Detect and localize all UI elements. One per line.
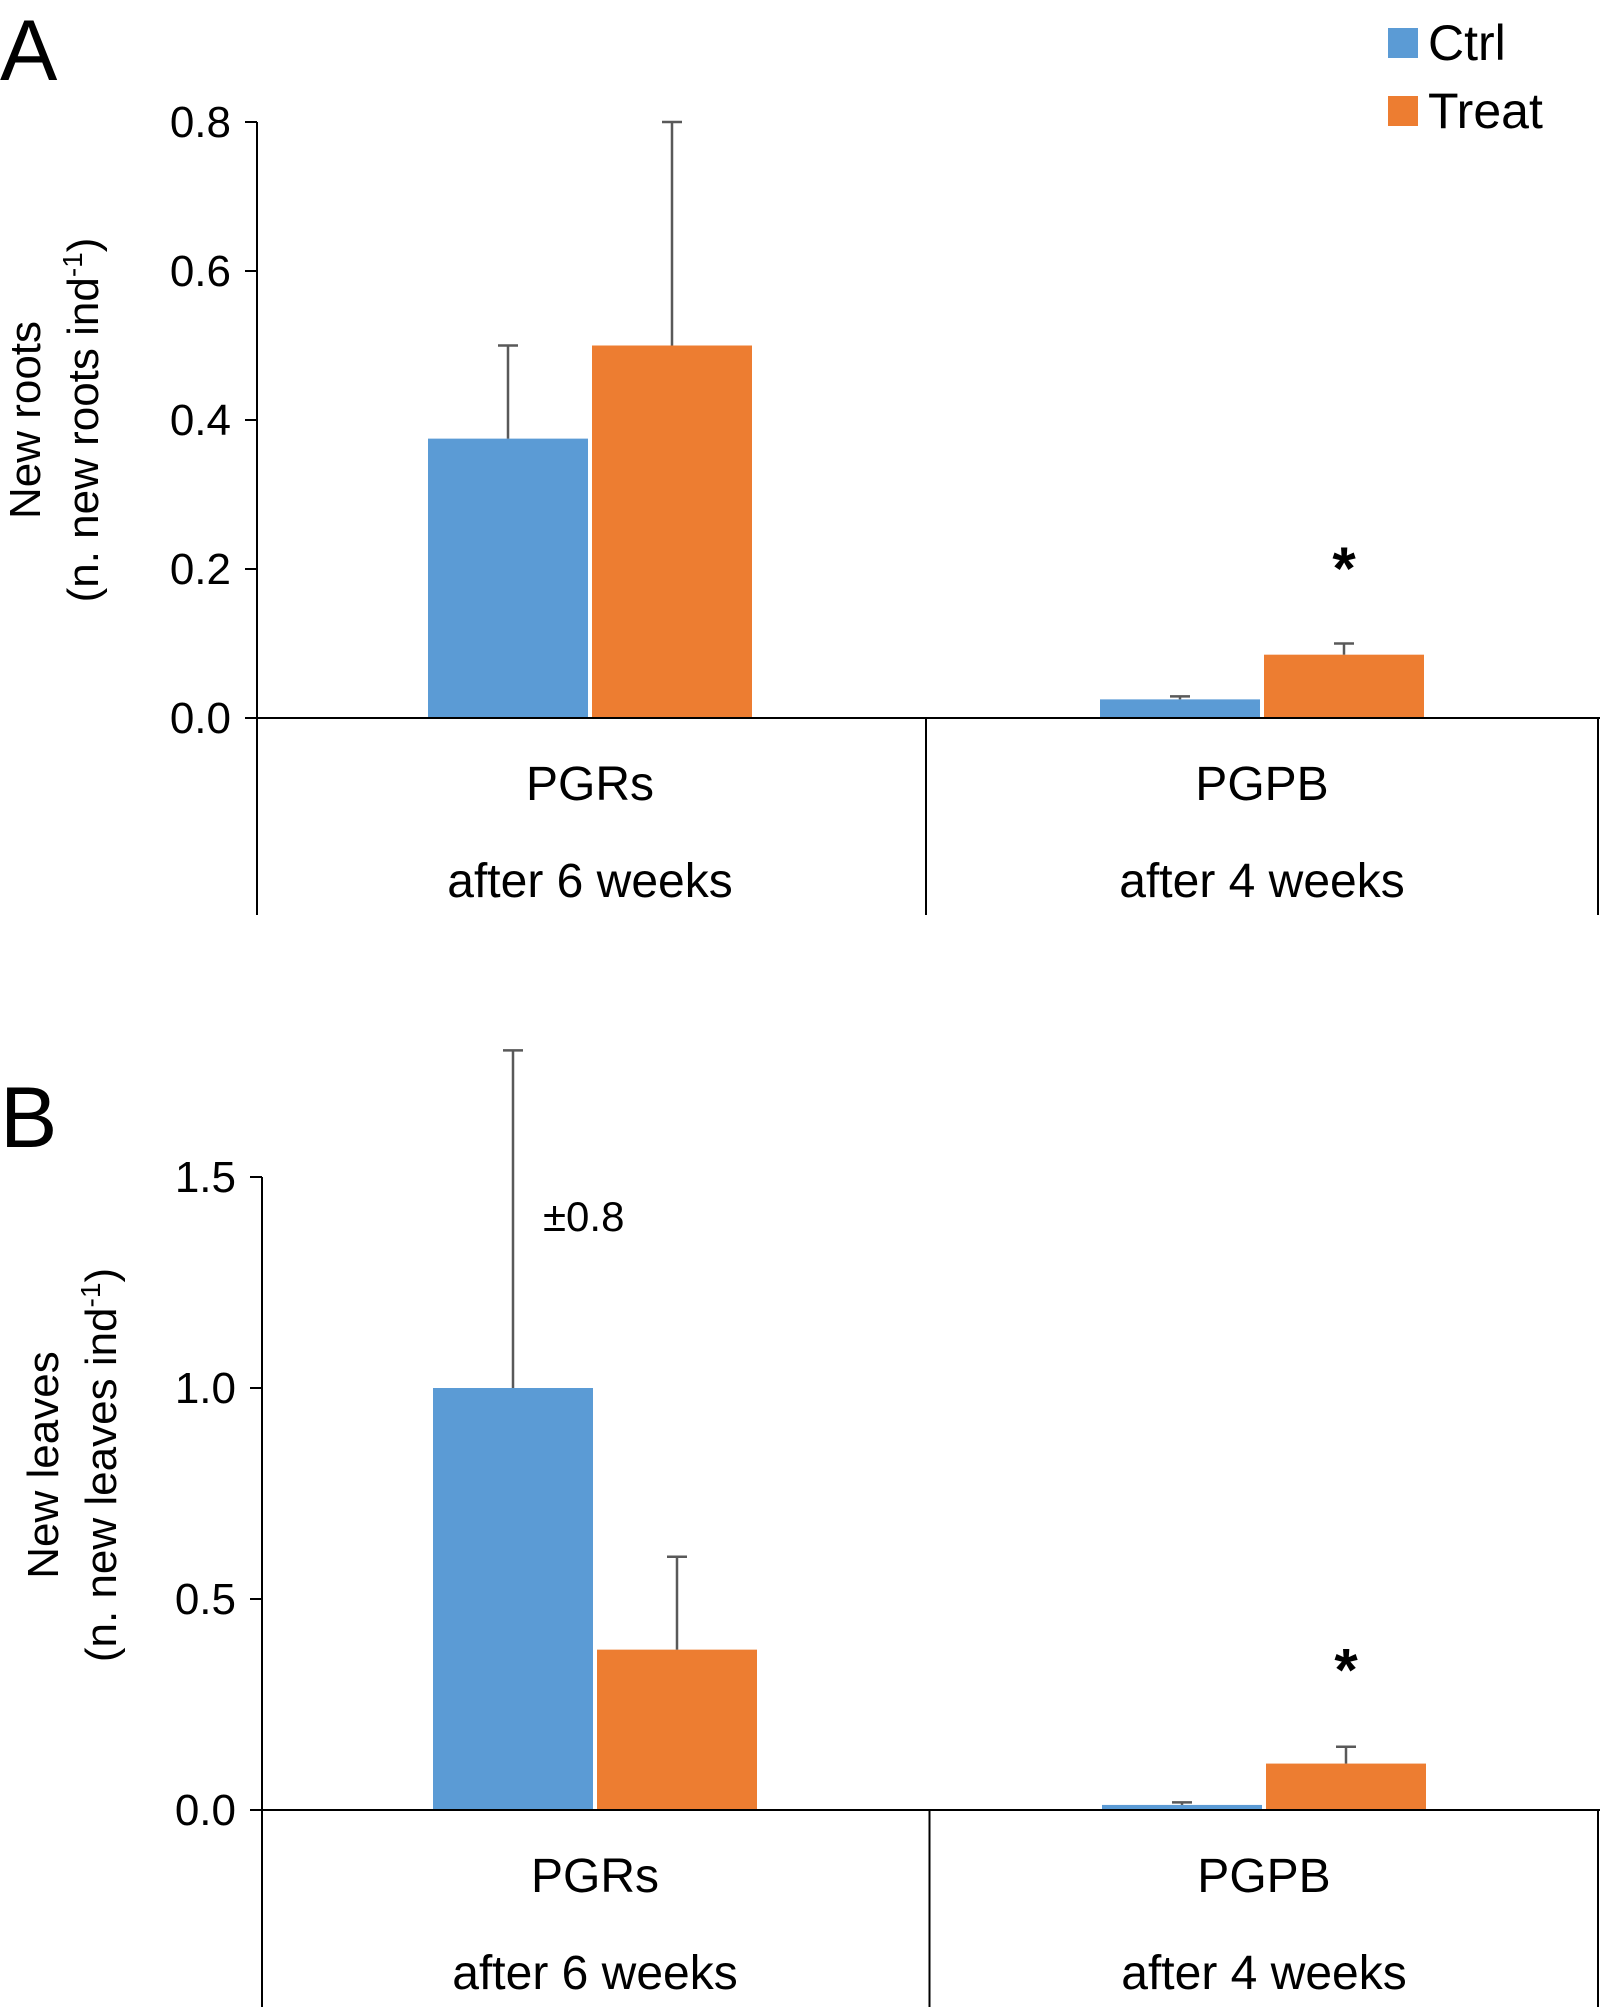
y-unit-prefix: (n. new roots ind bbox=[59, 277, 108, 602]
panel-letter: A bbox=[0, 3, 58, 99]
y-tick-label: 1.0 bbox=[175, 1364, 236, 1413]
legend-swatch-treat bbox=[1388, 96, 1418, 126]
y-tick-label: 0.2 bbox=[170, 545, 231, 594]
y-tick-label: 1.5 bbox=[175, 1153, 236, 1202]
bar-ctrl-pgpb bbox=[1102, 1804, 1262, 1810]
panel-a: A 0.0 0.2 0.4 0.6 0.8 PGRs after 6 weeks PGPB aft… bbox=[0, 3, 1600, 915]
bar-ctrl-pgpb bbox=[1100, 699, 1260, 718]
significance-marker: * bbox=[1332, 535, 1356, 602]
legend-label-ctrl: Ctrl bbox=[1428, 15, 1506, 71]
legend-swatch-ctrl bbox=[1388, 28, 1418, 58]
y-tick-label: 0.0 bbox=[175, 1786, 236, 1835]
significance-marker: * bbox=[1334, 1637, 1358, 1704]
y-tick-label: 0.5 bbox=[175, 1575, 236, 1624]
y-axis-unit-label: (n. new roots ind-1) bbox=[57, 238, 108, 603]
bar-treat-pgpb bbox=[1264, 654, 1424, 718]
y-axis-label: New roots bbox=[1, 321, 50, 519]
category-label: PGPB bbox=[1197, 1850, 1330, 1903]
category-sublabel: after 4 weeks bbox=[1119, 855, 1404, 908]
y-unit-suffix: ) bbox=[59, 238, 108, 253]
y-unit-suffix: ) bbox=[77, 1268, 126, 1283]
bar-treat-pgpb bbox=[1266, 1763, 1426, 1810]
category-sublabel: after 6 weeks bbox=[452, 1947, 737, 2000]
category-label: PGPB bbox=[1195, 758, 1328, 811]
category-sublabel: after 4 weeks bbox=[1121, 1947, 1406, 2000]
bar-treat-pgrs bbox=[597, 1649, 757, 1810]
category-label: PGRs bbox=[526, 758, 654, 811]
bar-ctrl-pgrs bbox=[428, 438, 588, 718]
y-unit-prefix: (n. new leaves ind bbox=[77, 1307, 126, 1662]
legend: Ctrl Treat bbox=[1388, 15, 1543, 139]
bar-treat-pgrs bbox=[592, 345, 752, 718]
y-axis-unit-label: (n. new leaves ind-1) bbox=[75, 1268, 126, 1662]
category-label: PGRs bbox=[531, 1850, 659, 1903]
y-tick-label: 0.6 bbox=[170, 247, 231, 296]
y-tick-label: 0.0 bbox=[170, 694, 231, 743]
y-unit-superscript: -1 bbox=[75, 1283, 106, 1308]
y-unit-superscript: -1 bbox=[57, 252, 88, 277]
y-axis-label: New leaves bbox=[19, 1351, 68, 1578]
panel-b: B 0.0 0.5 1.0 1.5 PGRs after 6 weeks PGPB after … bbox=[0, 1049, 1600, 2007]
y-tick-label: 0.8 bbox=[170, 98, 231, 147]
panel-letter: B bbox=[0, 1070, 57, 1166]
bar-ctrl-pgrs bbox=[433, 1388, 593, 1810]
error-note: ±0.8 bbox=[543, 1193, 624, 1240]
y-tick-label: 0.4 bbox=[170, 396, 231, 445]
category-sublabel: after 6 weeks bbox=[447, 855, 732, 908]
legend-label-treat: Treat bbox=[1428, 83, 1543, 139]
